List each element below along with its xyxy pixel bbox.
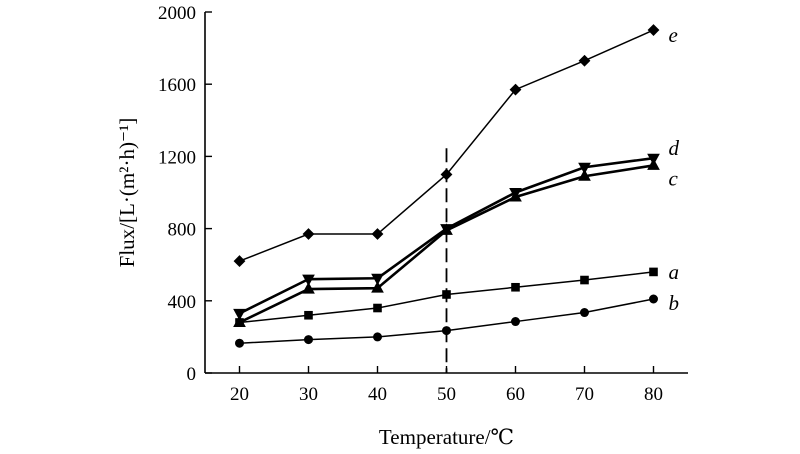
data-point-b bbox=[649, 294, 658, 304]
x-tick-label: 20 bbox=[230, 384, 249, 405]
series-a: a bbox=[235, 260, 680, 327]
data-point-e bbox=[440, 168, 453, 181]
series-b: b bbox=[235, 291, 680, 348]
data-point-c bbox=[647, 158, 660, 170]
series-label-d: d bbox=[669, 136, 680, 160]
data-point-b bbox=[580, 308, 589, 318]
y-tick-label: 0 bbox=[187, 364, 197, 385]
data-point-b bbox=[235, 338, 244, 348]
series-e: e bbox=[233, 23, 678, 267]
series-label-b: b bbox=[669, 291, 680, 315]
y-axis-title: Flux/[L·(m²·h)⁻¹] bbox=[115, 118, 139, 268]
x-tick-label: 30 bbox=[299, 384, 318, 405]
series-label-e: e bbox=[669, 23, 678, 47]
x-tick-label: 60 bbox=[506, 384, 525, 405]
data-point-b bbox=[511, 317, 520, 327]
data-point-e bbox=[647, 24, 660, 36]
x-tick-label: 50 bbox=[437, 384, 456, 405]
data-point-d bbox=[578, 162, 591, 175]
y-tick-label: 400 bbox=[168, 292, 197, 313]
data-point-e bbox=[233, 255, 246, 267]
series-group: e dc ab bbox=[233, 23, 680, 348]
axes: 0 400 800 1200 1600 2000 20 30 40 50 60 70 80 bbox=[158, 3, 688, 405]
data-point-c bbox=[440, 223, 453, 235]
data-point-e bbox=[302, 228, 315, 240]
x-axis-title: Temperature/℃ bbox=[379, 425, 514, 449]
data-point-b bbox=[304, 335, 313, 345]
data-point-e bbox=[578, 54, 591, 67]
data-point-c bbox=[509, 189, 522, 202]
data-point-e bbox=[371, 228, 384, 240]
data-point-c bbox=[302, 282, 315, 294]
data-point-a bbox=[580, 275, 589, 285]
data-point-c bbox=[371, 281, 384, 293]
series-label-a: a bbox=[669, 260, 680, 284]
data-point-d bbox=[371, 273, 384, 286]
series-label-c: c bbox=[669, 166, 679, 190]
data-point-d bbox=[302, 274, 315, 287]
data-point-a bbox=[373, 303, 382, 313]
y-tick-label: 1200 bbox=[158, 147, 196, 168]
data-point-a bbox=[649, 267, 658, 277]
y-tick-label: 1600 bbox=[158, 75, 196, 96]
data-point-d bbox=[233, 308, 246, 321]
data-point-c bbox=[578, 169, 591, 181]
y-tick-label: 2000 bbox=[158, 3, 196, 24]
series-c: c bbox=[233, 158, 679, 327]
x-tick-label: 70 bbox=[575, 384, 594, 405]
data-point-a bbox=[511, 282, 520, 292]
y-tick-label: 800 bbox=[168, 220, 197, 241]
data-point-a bbox=[235, 318, 244, 327]
data-point-a bbox=[442, 290, 451, 299]
x-tick-label: 80 bbox=[644, 384, 663, 405]
data-point-b bbox=[373, 332, 382, 342]
x-tick-label: 40 bbox=[368, 384, 387, 405]
data-point-e bbox=[509, 83, 522, 96]
data-point-a bbox=[304, 310, 313, 320]
data-point-b bbox=[442, 326, 451, 336]
